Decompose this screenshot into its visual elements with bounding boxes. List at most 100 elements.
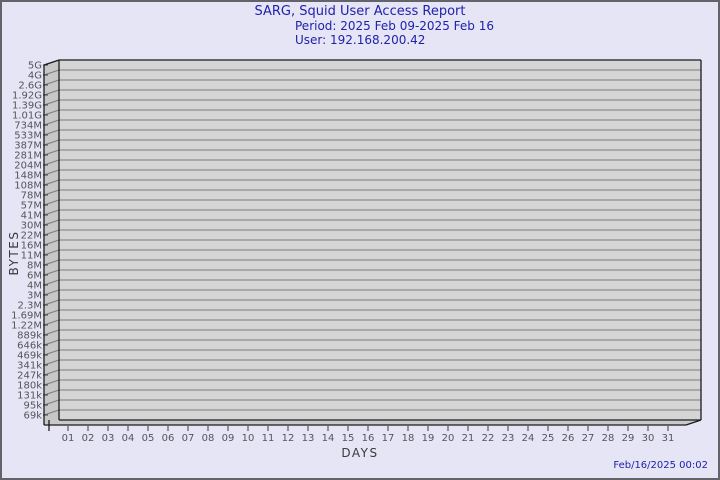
grid-diagonal	[43, 309, 60, 316]
x-tick-label: 05	[142, 433, 155, 444]
y-tick-label: 734M	[14, 121, 42, 132]
y-tick-label: 11M	[21, 251, 42, 262]
grid-diagonal	[43, 289, 60, 296]
y-tick-label: 2.6G	[18, 81, 42, 92]
y-tick-label: 889k	[17, 331, 42, 342]
grid-diagonal	[43, 409, 60, 416]
y-tick-label: 2.3M	[17, 301, 42, 312]
x-tick-label: 10	[242, 433, 255, 444]
x-tick-label: 09	[222, 433, 235, 444]
grid-diagonal	[43, 219, 60, 226]
grid-diagonal	[43, 349, 60, 356]
x-tick-label: 11	[262, 433, 275, 444]
y-tick-label: 1.01G	[12, 111, 42, 122]
x-tick-label: 08	[202, 433, 215, 444]
grid-diagonal	[43, 239, 60, 246]
grid-diagonal	[43, 399, 60, 406]
x-tick-label: 30	[642, 433, 655, 444]
grid-diagonal	[43, 259, 60, 266]
grid-diagonal	[43, 229, 60, 236]
y-tick-label: 95k	[23, 401, 42, 412]
y-tick-label: 8M	[27, 261, 42, 272]
x-tick-label: 14	[322, 433, 335, 444]
y-tick-label: 533M	[14, 131, 42, 142]
y-tick-label: 341k	[17, 361, 42, 372]
x-tick-label: 01	[62, 433, 75, 444]
x-axis: 01 02 03 04 05 06 07 08 09 10 11 12 13 14 15 16 17 18 19 20…	[62, 426, 675, 444]
x-tick-label: 25	[542, 433, 555, 444]
grid-diagonal	[43, 119, 60, 126]
y-tick-label: 5G	[28, 61, 42, 72]
grid-diagonal	[43, 369, 60, 376]
y-tick-label: 41M	[21, 211, 42, 222]
x-tick-label: 29	[622, 433, 635, 444]
y-tick-label: 1.22M	[11, 321, 42, 332]
grid-diagonal	[43, 179, 60, 186]
x-tick-label: 21	[462, 433, 475, 444]
grid-diagonal	[43, 199, 60, 206]
x-tick-label: 12	[282, 433, 295, 444]
grid-diagonal	[43, 319, 60, 326]
grid-diagonal	[43, 379, 60, 386]
y-tick-label: 469k	[17, 351, 42, 362]
grid-diagonal	[43, 159, 60, 166]
gridlines	[43, 59, 701, 416]
y-tick-label: 148M	[14, 171, 42, 182]
y-axis: 5G4G2.6G1.92G1.39G1.01G734M533M387M281M2…	[11, 61, 48, 422]
x-tick-label: 13	[302, 433, 315, 444]
y-tick-label: 69k	[23, 411, 42, 422]
x-tick-label: 16	[362, 433, 375, 444]
grid-diagonal	[43, 359, 60, 366]
chart-period: Period: 2025 Feb 09-2025 Feb 16	[295, 19, 494, 33]
y-axis-title: BYTES	[7, 230, 21, 276]
chart-frame-edges	[43, 59, 702, 431]
y-tick-label: 646k	[17, 341, 42, 352]
y-tick-label: 281M	[14, 151, 42, 162]
y-tick-label: 22M	[21, 231, 42, 242]
grid-diagonal	[43, 169, 60, 176]
grid-diagonal	[43, 99, 60, 106]
y-tick-label: 247k	[17, 371, 42, 382]
x-tick-label: 04	[122, 433, 135, 444]
x-axis-title: DAYS	[341, 446, 379, 460]
x-tick-label: 24	[522, 433, 535, 444]
x-tick-label: 07	[182, 433, 195, 444]
grid-diagonal	[43, 249, 60, 256]
grid-diagonal	[43, 129, 60, 136]
x-tick-label: 17	[382, 433, 395, 444]
grid-diagonal	[43, 139, 60, 146]
generated-timestamp: Feb/16/2025 00:02	[613, 460, 708, 471]
chart-floor	[44, 420, 701, 425]
x-tick-label: 27	[582, 433, 595, 444]
x-tick-label: 06	[162, 433, 175, 444]
y-tick-label: 3M	[27, 291, 42, 302]
grid-diagonal	[43, 69, 60, 76]
y-tick-label: 204M	[14, 161, 42, 172]
y-tick-label: 180k	[17, 381, 42, 392]
y-tick-label: 4G	[28, 71, 42, 82]
grid-diagonal	[43, 279, 60, 286]
y-tick-label: 1.39G	[12, 101, 42, 112]
x-tick-label: 31	[662, 433, 675, 444]
grid-diagonal	[43, 109, 60, 116]
x-tick-label: 22	[482, 433, 495, 444]
grid-diagonal	[43, 89, 60, 96]
y-tick-label: 4M	[27, 281, 42, 292]
chart-user: User: 192.168.200.42	[295, 33, 426, 47]
grid-diagonal	[43, 269, 60, 276]
y-tick-label: 78M	[21, 191, 42, 202]
grid-diagonal	[43, 149, 60, 156]
x-tick-label: 03	[102, 433, 115, 444]
y-tick-label: 131k	[17, 391, 42, 402]
x-tick-label: 02	[82, 433, 95, 444]
grid-diagonal	[43, 339, 60, 346]
x-tick-label: 23	[502, 433, 515, 444]
grid-diagonal	[43, 329, 60, 336]
grid-diagonal	[43, 79, 60, 86]
y-tick-label: 57M	[21, 201, 42, 212]
x-tick-label: 20	[442, 433, 455, 444]
grid-diagonal	[43, 299, 60, 306]
chart-title: SARG, Squid User Access Report	[254, 4, 466, 19]
